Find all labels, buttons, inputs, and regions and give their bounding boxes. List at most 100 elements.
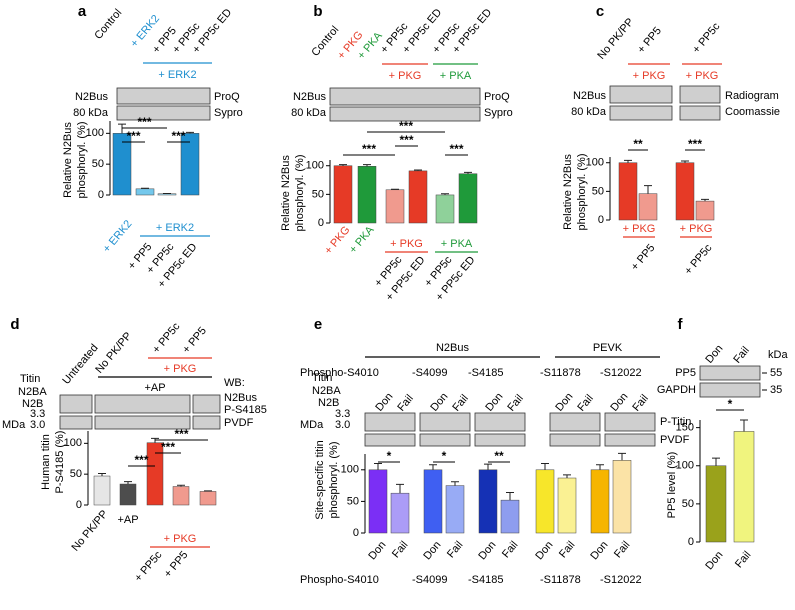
site-label: -S11878 xyxy=(540,367,581,379)
x-tick-label: Fail xyxy=(733,549,754,570)
x-tick-label: + PKA xyxy=(347,224,377,256)
significance: ** xyxy=(494,449,504,463)
y-tick-label: 0 xyxy=(98,189,104,201)
y-axis-label: Site-specific titin xyxy=(314,440,326,519)
x-tick-label: Don xyxy=(366,539,388,562)
lane-label: Don xyxy=(483,391,505,414)
bar xyxy=(458,173,478,224)
y-axis-label: phosphoryl. (%) xyxy=(294,154,306,231)
lane-label: Don xyxy=(553,391,575,414)
site-label: -S11878 xyxy=(540,574,581,586)
significance: *** xyxy=(449,142,463,156)
lane-label: Don xyxy=(608,391,630,414)
y-axis-label: phosphoryl. (%) xyxy=(328,441,340,518)
error-bar xyxy=(363,164,371,167)
bar xyxy=(733,431,755,543)
panel-letter: f xyxy=(678,316,684,333)
significance: *** xyxy=(171,129,185,143)
error-bar xyxy=(118,123,126,134)
lane-label: No PK/PP xyxy=(595,16,636,62)
blot xyxy=(192,394,221,414)
blot xyxy=(419,412,471,432)
blot xyxy=(604,433,656,447)
blot xyxy=(419,433,471,447)
bar xyxy=(500,499,520,534)
blot-label: N2Bus xyxy=(573,90,607,102)
significance: *** xyxy=(174,427,188,441)
site-label: -S4099 xyxy=(412,574,447,586)
y-axis-label: Relative N2Bus xyxy=(62,122,74,198)
error-bar xyxy=(681,160,689,163)
group-label: + PKG xyxy=(164,363,197,375)
blot xyxy=(116,87,211,105)
blot xyxy=(699,382,761,398)
blot-label: Sypro xyxy=(484,107,513,119)
bar xyxy=(199,491,217,506)
panel-letter: c xyxy=(596,3,604,20)
blot-label: N2BA xyxy=(18,386,47,398)
y-axis-label: phosphoryl. (%) xyxy=(576,153,588,230)
y-tick-label: 100 xyxy=(341,464,359,476)
y-tick-label: 100 xyxy=(64,437,82,449)
error-bar xyxy=(712,457,720,466)
bar xyxy=(408,170,428,224)
y-tick-label: 0 xyxy=(76,499,82,511)
error-bar xyxy=(740,419,748,432)
blot-label: ProQ xyxy=(484,91,510,103)
panel-letter: b xyxy=(313,3,322,20)
bar xyxy=(390,492,410,534)
lane-label: Untreated xyxy=(60,342,100,387)
blot xyxy=(549,412,601,432)
error-bar xyxy=(124,481,132,485)
group-label: + PKG xyxy=(686,70,719,82)
y-tick-label: 50 xyxy=(682,498,694,510)
x-tick-label: Fail xyxy=(557,539,578,560)
blot-label: MDa xyxy=(2,419,26,431)
error-bar xyxy=(644,185,652,194)
group-label: + PKG xyxy=(623,223,656,235)
lane-label: Don xyxy=(703,343,725,366)
blot xyxy=(679,85,721,104)
x-tick-label: Fail xyxy=(445,539,466,560)
blot-label: P-S4185 xyxy=(224,404,267,416)
error-bar xyxy=(624,159,632,163)
bar xyxy=(638,193,658,221)
lane-label: kDa xyxy=(768,349,788,361)
significance: *** xyxy=(362,142,376,156)
bar xyxy=(435,194,455,224)
error-bar xyxy=(596,464,604,470)
blot xyxy=(549,433,601,447)
lane-label: Don xyxy=(373,391,395,414)
blot xyxy=(59,394,93,414)
error-bar xyxy=(464,171,472,174)
blot-label: Titin xyxy=(20,373,40,385)
blot xyxy=(329,106,481,122)
error-bar xyxy=(374,462,382,470)
bar xyxy=(675,162,695,221)
y-tick-label: 50 xyxy=(70,468,82,480)
blot-label: PP5 xyxy=(675,367,696,379)
blot-label: N2Bus xyxy=(75,91,109,103)
blot xyxy=(609,85,673,104)
y-axis-label: P-S4185 (%) xyxy=(54,431,66,494)
blot-label: P-Titin xyxy=(660,416,691,428)
blot-label: 80 kDa xyxy=(73,107,109,119)
blot xyxy=(329,87,481,106)
bar xyxy=(119,483,137,506)
group-label: + ERK2 xyxy=(158,69,196,81)
group-label: +AP xyxy=(144,382,165,394)
y-tick-label: 50 xyxy=(347,495,359,507)
site-label: -S12022 xyxy=(600,574,642,586)
bar xyxy=(612,460,632,534)
y-tick-label: 100 xyxy=(586,157,604,169)
lane-label: + PP5c xyxy=(690,20,723,55)
significance: *** xyxy=(134,453,148,467)
bar xyxy=(478,469,498,534)
blot-label: Sypro xyxy=(214,107,243,119)
bar xyxy=(695,200,715,221)
blot-label: N2BA xyxy=(312,385,341,397)
bar xyxy=(618,162,638,221)
blot-label: N2Bus xyxy=(224,392,258,404)
